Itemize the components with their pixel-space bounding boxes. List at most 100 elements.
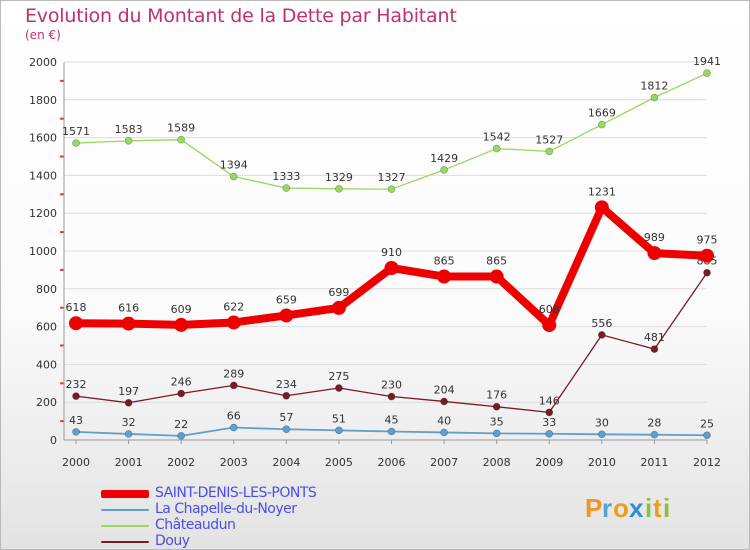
svg-text:r: r bbox=[602, 493, 612, 523]
data-label: 1394 bbox=[220, 159, 248, 172]
data-label: 1941 bbox=[693, 55, 721, 68]
y-tick-label: 1000 bbox=[29, 245, 57, 258]
x-tick-label: 2002 bbox=[167, 456, 195, 469]
data-point bbox=[647, 246, 662, 261]
data-point bbox=[387, 392, 396, 401]
x-tick-label: 2005 bbox=[325, 456, 353, 469]
data-point bbox=[177, 135, 185, 144]
data-point bbox=[387, 185, 396, 193]
data-point bbox=[282, 425, 291, 434]
svg-text:x: x bbox=[629, 493, 644, 523]
data-point bbox=[440, 166, 448, 174]
legend-label: Douy bbox=[155, 533, 190, 549]
data-label: 865 bbox=[486, 255, 507, 268]
data-label: 608 bbox=[539, 303, 560, 316]
data-label: 609 bbox=[171, 303, 192, 316]
data-point bbox=[440, 428, 448, 437]
data-label: 232 bbox=[66, 378, 87, 391]
legend-swatch bbox=[101, 525, 149, 527]
data-label: 40 bbox=[437, 414, 451, 427]
data-label: 197 bbox=[118, 385, 139, 398]
x-tick-label: 2003 bbox=[220, 456, 248, 469]
legend-swatch bbox=[101, 509, 149, 511]
y-tick-label: 400 bbox=[36, 358, 57, 371]
data-label: 481 bbox=[644, 331, 665, 344]
data-point bbox=[72, 428, 80, 436]
data-label: 616 bbox=[118, 302, 139, 315]
data-label: 989 bbox=[644, 231, 665, 244]
x-tick-label: 2006 bbox=[378, 456, 406, 469]
y-tick-label: 1800 bbox=[29, 94, 57, 107]
data-point bbox=[124, 398, 133, 407]
legend-swatch bbox=[101, 490, 149, 498]
data-point bbox=[282, 184, 291, 192]
proxiti-logo: P r o x i t i bbox=[585, 493, 670, 523]
data-label: 234 bbox=[276, 378, 297, 391]
data-point bbox=[226, 315, 241, 330]
svg-text:o: o bbox=[613, 493, 629, 523]
data-point bbox=[492, 402, 501, 411]
data-label: 618 bbox=[66, 301, 87, 314]
y-tick-label: 1200 bbox=[29, 207, 57, 220]
svg-text:t: t bbox=[653, 493, 662, 523]
y-tick-label: 600 bbox=[36, 321, 57, 334]
x-tick-label: 2010 bbox=[588, 456, 616, 469]
data-label: 45 bbox=[385, 413, 399, 426]
data-point bbox=[492, 144, 501, 153]
chart-title: Evolution du Montant de la Dette par Hab… bbox=[25, 5, 457, 27]
data-label: 1571 bbox=[62, 125, 90, 138]
data-label: 43 bbox=[69, 414, 83, 427]
data-label: 1231 bbox=[588, 185, 616, 198]
data-label: 1329 bbox=[325, 171, 353, 184]
data-label: 28 bbox=[647, 417, 661, 430]
data-point bbox=[437, 269, 452, 284]
data-point bbox=[72, 392, 80, 400]
data-label: 622 bbox=[223, 300, 244, 313]
data-label: 1812 bbox=[640, 80, 668, 93]
data-label: 975 bbox=[697, 234, 718, 247]
data-point bbox=[177, 432, 185, 440]
data-label: 22 bbox=[174, 418, 188, 431]
data-point bbox=[387, 427, 396, 436]
svg-text:P: P bbox=[585, 493, 602, 523]
data-point bbox=[279, 308, 294, 323]
data-point bbox=[542, 318, 557, 333]
data-label: 66 bbox=[227, 410, 241, 423]
y-tick-label: 1400 bbox=[29, 169, 57, 182]
data-point bbox=[545, 429, 554, 438]
data-point bbox=[69, 316, 83, 331]
data-label: 699 bbox=[328, 286, 349, 299]
data-point bbox=[650, 345, 659, 353]
data-label: 1589 bbox=[167, 122, 195, 135]
y-tick-label: 800 bbox=[36, 283, 57, 296]
data-label: 275 bbox=[328, 370, 349, 383]
data-label: 556 bbox=[591, 317, 612, 330]
data-label: 33 bbox=[542, 416, 556, 429]
data-point bbox=[492, 429, 501, 438]
y-tick-label: 1600 bbox=[29, 132, 57, 145]
data-point bbox=[335, 426, 343, 435]
data-point bbox=[700, 248, 714, 263]
y-tick-label: 2000 bbox=[29, 56, 57, 69]
data-point bbox=[598, 331, 606, 339]
x-tick-label: 2008 bbox=[483, 456, 511, 469]
y-tick-label: 200 bbox=[36, 396, 57, 409]
data-point bbox=[703, 431, 711, 440]
data-label: 1327 bbox=[378, 171, 406, 184]
svg-text:i: i bbox=[663, 493, 670, 523]
data-point bbox=[331, 300, 346, 315]
data-point bbox=[124, 137, 133, 145]
data-point bbox=[121, 316, 136, 331]
x-tick-label: 2009 bbox=[535, 456, 563, 469]
x-tick-label: 2012 bbox=[693, 456, 721, 469]
y-tick-label: 0 bbox=[50, 434, 57, 447]
data-label: 1542 bbox=[483, 131, 511, 144]
data-label: 32 bbox=[122, 416, 136, 429]
data-point bbox=[650, 430, 659, 439]
data-point bbox=[72, 139, 80, 147]
data-point bbox=[229, 381, 238, 390]
data-point bbox=[384, 261, 399, 276]
x-tick-label: 2011 bbox=[640, 456, 668, 469]
